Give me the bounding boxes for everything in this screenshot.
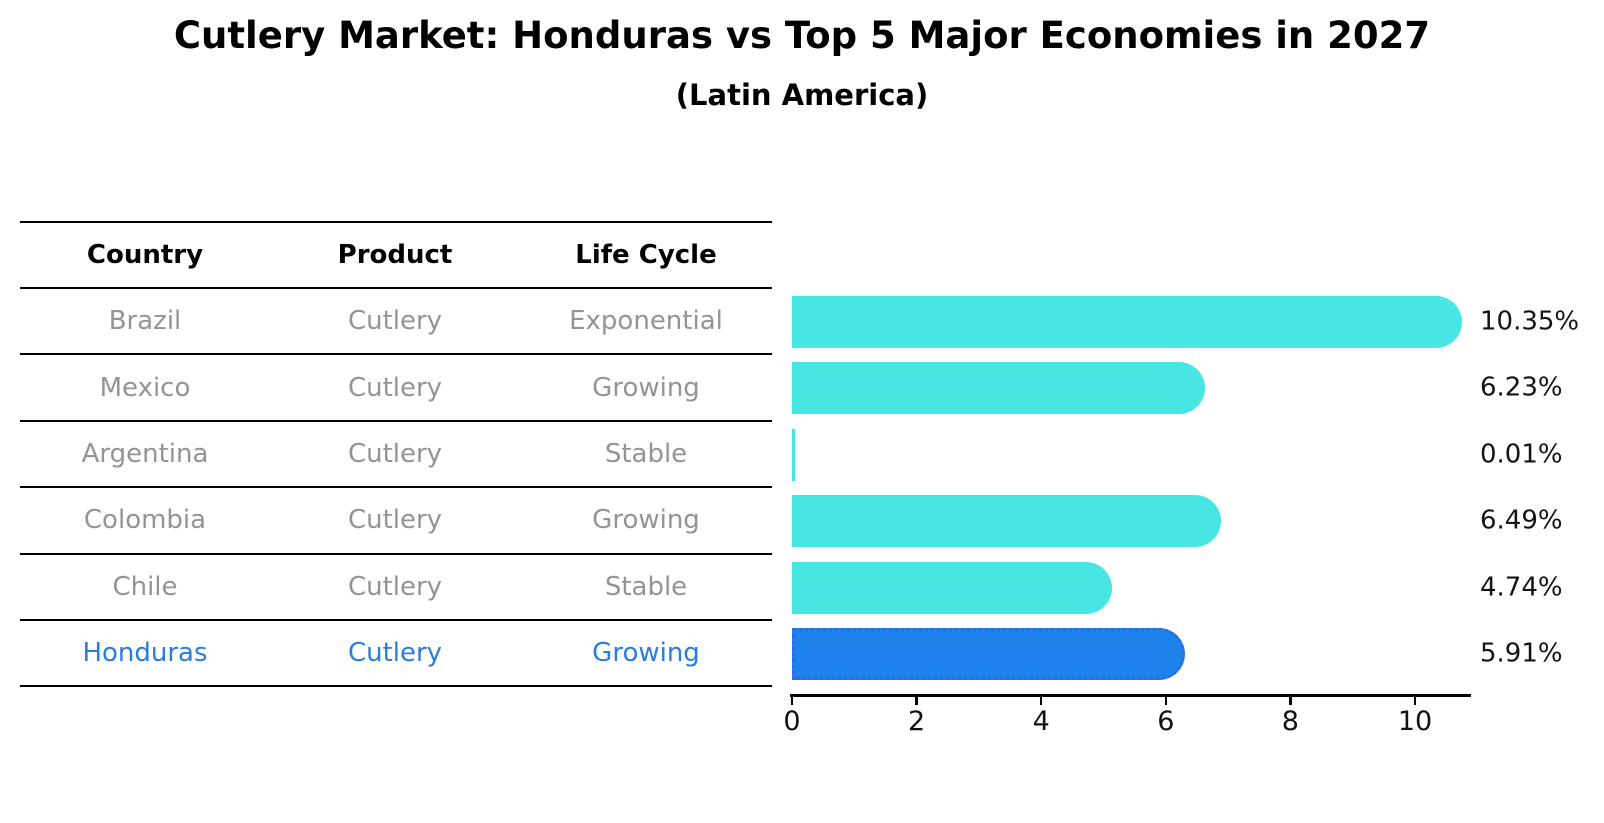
value-label-honduras: 5.91% [1480, 638, 1563, 669]
table-row-argentina: Argentina Cutlery Stable [20, 422, 772, 489]
table-cell-product: Cutlery [347, 438, 443, 469]
x-axis-tick-label: 8 [1281, 706, 1299, 737]
table-header-row: Country Product Life Cycle [20, 223, 772, 289]
x-axis-tick-mark [1039, 696, 1043, 705]
table-cell-product: Cutlery [347, 372, 443, 403]
x-axis-tick-label: 4 [1032, 706, 1050, 737]
data-table: Country Product Life Cycle Brazil Cutlery… [20, 221, 772, 688]
table-header-life-cycle: Life Cycle [575, 240, 717, 270]
table-header-product: Product [337, 240, 453, 270]
x-axis-tick-mark [790, 696, 794, 705]
x-axis-line [790, 694, 1471, 697]
x-axis-tick-mark [1164, 696, 1168, 705]
bar-mexico [792, 362, 1206, 415]
table-cell-product: Cutlery [347, 306, 443, 337]
table-header-country: Country [86, 240, 204, 270]
x-axis-tick-mark [1289, 696, 1292, 705]
chart-subtitle: (Latin America) [675, 78, 929, 112]
table-cell-country: Honduras [82, 638, 208, 669]
table-row-honduras: Honduras Cutlery Growing [20, 621, 772, 688]
table-cell-product: Cutlery [347, 505, 443, 536]
table-cell-life-cycle: Stable [604, 571, 688, 602]
table-cell-life-cycle: Growing [592, 638, 700, 669]
value-label-colombia: 6.49% [1480, 505, 1563, 536]
table-cell-product: Cutlery [347, 638, 443, 669]
table-cell-country: Argentina [81, 438, 209, 469]
table-row-mexico: Mexico Cutlery Growing [20, 355, 772, 422]
table-row-colombia: Colombia Cutlery Growing [20, 488, 772, 555]
table-cell-country: Colombia [83, 505, 207, 536]
table-body: Brazil Cutlery Exponential Mexico Cutlery Gro… [20, 289, 772, 688]
value-label-argentina: 0.01% [1480, 439, 1563, 470]
x-axis-tick-mark [1413, 696, 1417, 705]
table-cell-life-cycle: Exponential [569, 306, 723, 337]
table-cell-country: Brazil [108, 306, 182, 337]
table-cell-life-cycle: Stable [604, 438, 688, 469]
table-row-brazil: Brazil Cutlery Exponential [20, 289, 772, 356]
bar-colombia [792, 495, 1222, 548]
table-cell-life-cycle: Growing [592, 372, 700, 403]
table-cell-life-cycle: Growing [592, 505, 700, 536]
x-axis-tick-mark [915, 696, 918, 705]
table-cell-country: Chile [112, 571, 178, 602]
value-label-brazil: 10.35% [1480, 306, 1580, 337]
value-label-chile: 4.74% [1480, 571, 1563, 602]
bar-brazil [792, 296, 1462, 348]
table-row-chile: Chile Cutlery Stable [20, 555, 772, 621]
bar-honduras [792, 628, 1186, 680]
x-axis-tick-label: 0 [783, 706, 801, 737]
bar-chile [792, 561, 1113, 614]
x-axis-tick-label: 10 [1397, 706, 1433, 737]
chart-title: Cutlery Market: Honduras vs Top 5 Major … [173, 14, 1431, 57]
table-cell-country: Mexico [99, 372, 191, 403]
table-cell-product: Cutlery [347, 571, 443, 602]
x-axis-tick-label: 6 [1157, 706, 1175, 737]
x-axis-tick-label: 2 [908, 706, 926, 737]
bar-argentina [792, 428, 795, 481]
value-label-mexico: 6.23% [1480, 372, 1563, 403]
